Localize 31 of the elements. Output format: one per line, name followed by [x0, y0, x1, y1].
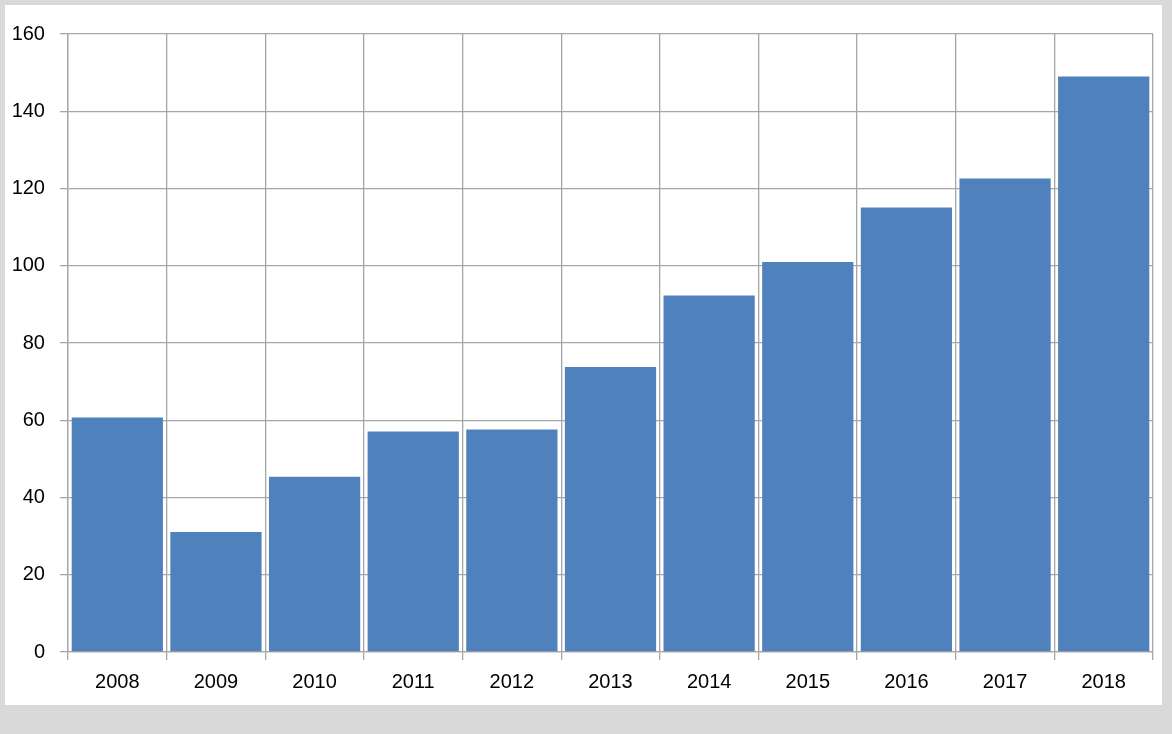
y-tick-label: 20 [22, 562, 45, 585]
x-tick-label: 2014 [686, 669, 732, 692]
y-tick-label: 60 [22, 407, 45, 430]
bar [1058, 76, 1150, 652]
y-tick-label: 0 [33, 639, 45, 662]
bar [959, 178, 1051, 652]
y-tick-label: 100 [11, 253, 45, 276]
x-tick-label: 2013 [588, 669, 633, 692]
x-tick-label: 2016 [884, 669, 929, 692]
bar [71, 417, 163, 652]
bar [860, 207, 953, 652]
bar [762, 261, 854, 652]
x-tick-label: 2015 [785, 669, 831, 692]
y-tick-label: 80 [22, 330, 45, 353]
x-tick-label: 2018 [1081, 669, 1126, 692]
bar [268, 476, 361, 652]
bar [564, 366, 657, 652]
x-tick-label: 2009 [193, 669, 239, 692]
x-tick-label: 2010 [292, 669, 337, 692]
bar [663, 295, 755, 652]
x-tick-label: 2008 [95, 669, 140, 692]
x-tick-label: 2017 [982, 669, 1028, 692]
y-tick-label: 40 [22, 485, 45, 508]
bar [170, 531, 262, 652]
x-tick-label: 2011 [391, 669, 435, 692]
x-tick-label: 2012 [489, 669, 535, 692]
y-tick-label: 160 [11, 21, 45, 44]
y-tick-label: 140 [11, 98, 45, 121]
y-tick-label: 120 [11, 176, 45, 199]
bar [367, 431, 459, 652]
bar [466, 429, 558, 652]
